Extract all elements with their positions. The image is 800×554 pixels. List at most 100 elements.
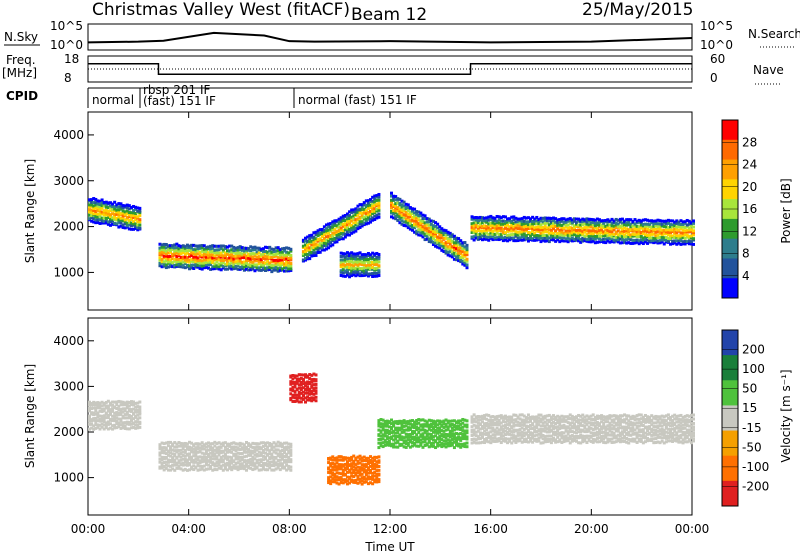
velocity-cell [117, 421, 121, 425]
velocity-cell [177, 464, 181, 468]
power-cell [483, 224, 487, 228]
power-cell [526, 216, 530, 220]
velocity-cell [245, 462, 249, 466]
power-cell [480, 231, 484, 235]
power-cell [373, 260, 377, 264]
power-cell [643, 218, 647, 222]
power-cell [413, 230, 417, 234]
velocity-cell [285, 458, 289, 462]
power-cell [585, 239, 589, 243]
velocity-cell [164, 466, 168, 470]
velocity-cell [276, 448, 280, 452]
power-cell [242, 249, 246, 253]
power-cell [345, 273, 349, 277]
velocity-cell [417, 436, 421, 440]
power-cell [664, 221, 668, 225]
power-cell [501, 236, 505, 240]
power-cell [673, 236, 677, 240]
velocity-cell [583, 434, 587, 438]
power-cell [483, 219, 487, 223]
velocity-cell [92, 411, 96, 415]
power-cell [204, 265, 208, 269]
power-cell [113, 221, 117, 225]
velocity-cell [461, 437, 465, 441]
velocity-cell [209, 451, 213, 455]
power-cell [228, 262, 232, 266]
power-cell [491, 218, 495, 222]
velocity-cell [261, 451, 265, 455]
velocity-cell [327, 461, 331, 465]
velocity-cell [404, 428, 408, 432]
velocity-cell [472, 430, 476, 434]
power-cell [392, 205, 396, 209]
velocity-cell [597, 424, 601, 428]
power-cell [562, 220, 566, 224]
velocity-cell [217, 445, 221, 449]
power-cell [425, 229, 429, 233]
power-cell [371, 255, 375, 259]
power-cell [410, 209, 414, 213]
velocity-cell [219, 445, 223, 449]
velocity-cell [354, 456, 358, 460]
velocity-cell [485, 417, 489, 421]
power-cell [329, 222, 333, 226]
power-cell [283, 257, 287, 261]
power-cell [373, 267, 377, 271]
velocity-cell [495, 423, 499, 427]
velocity-cell [219, 449, 223, 453]
velocity-cell [639, 428, 643, 432]
power-cell [566, 240, 570, 244]
power-cell [240, 264, 244, 268]
power-cell [108, 206, 112, 210]
power-cell [200, 259, 204, 263]
power-cell [364, 268, 368, 272]
velocity-cell [242, 443, 246, 447]
power-cell [339, 235, 343, 239]
power-cell [173, 259, 177, 263]
velocity-cell [333, 458, 337, 462]
velocity-cell [136, 405, 140, 409]
power-cell [175, 246, 179, 250]
power-cell [577, 231, 581, 235]
power-cell [304, 239, 308, 243]
velocity-cell [162, 455, 166, 459]
power-cell [483, 234, 487, 238]
velocity-cell [608, 437, 612, 441]
velocity-cell [268, 444, 272, 448]
velocity-cell [547, 427, 551, 431]
power-cell [554, 236, 558, 240]
velocity-cell [547, 413, 551, 417]
power-cell [637, 235, 641, 239]
power-cell [373, 274, 377, 278]
velocity-cell [406, 420, 410, 424]
velocity-cell [369, 461, 373, 465]
velocity-cell [113, 419, 117, 423]
power-cell [589, 217, 593, 221]
velocity-cell [508, 423, 512, 427]
power-cell [396, 206, 400, 210]
power-cell [348, 216, 352, 220]
power-cell [434, 244, 438, 248]
power-cell [448, 234, 452, 238]
velocity-cell [92, 413, 96, 417]
power-cell [524, 216, 528, 220]
velocity-cell [196, 442, 200, 446]
power-cell [610, 232, 614, 236]
velocity-cell [169, 454, 173, 458]
velocity-cell [385, 437, 389, 441]
velocity-cell [625, 425, 629, 429]
power-cell [581, 232, 585, 236]
power-cell [314, 238, 318, 242]
power-cell [470, 217, 474, 221]
power-cell [268, 249, 272, 253]
power-cell [465, 257, 469, 261]
power-cell [480, 216, 484, 220]
velocity-cell [276, 464, 280, 468]
power-cell [364, 258, 368, 262]
power-cell [320, 229, 324, 233]
power-cell [343, 232, 347, 236]
power-cell [648, 233, 652, 237]
velocity-cell [419, 443, 423, 447]
velocity-cell [261, 467, 265, 471]
power-cell [88, 217, 91, 221]
